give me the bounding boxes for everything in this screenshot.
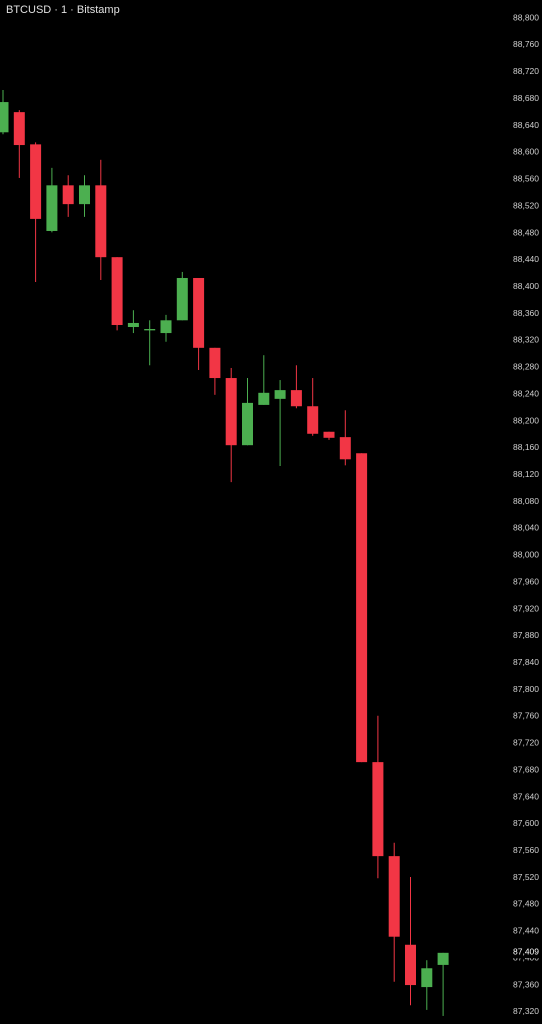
- y-tick-label: 88,120: [513, 469, 539, 479]
- candle-body: [144, 329, 156, 331]
- chart-title: BTCUSD · 1 · Bitstamp: [6, 4, 120, 16]
- candle-body: [258, 392, 270, 405]
- y-tick-label: 88,560: [513, 174, 539, 184]
- candle-body: [79, 185, 90, 205]
- y-tick-label: 88,800: [513, 12, 539, 22]
- y-tick-label: 87,520: [513, 872, 539, 882]
- candle-body: [225, 378, 237, 446]
- candle-body: [0, 102, 9, 133]
- y-tick-label: 88,080: [513, 496, 539, 506]
- y-tick-label: 88,160: [513, 442, 539, 452]
- y-tick-label: 88,280: [513, 362, 539, 372]
- y-tick-label: 87,800: [513, 684, 539, 694]
- candle-body: [356, 453, 368, 763]
- candle-body: [30, 144, 42, 219]
- y-tick-label: 87,720: [513, 738, 539, 748]
- candle-body: [307, 406, 319, 434]
- candle-body: [290, 390, 302, 407]
- y-tick-label: 88,400: [513, 281, 539, 291]
- candle-body: [388, 856, 400, 937]
- y-tick-label: 87,880: [513, 630, 539, 640]
- y-tick-label: 88,320: [513, 335, 539, 345]
- y-tick-label: 87,760: [513, 711, 539, 721]
- y-tick-label: 88,240: [513, 388, 539, 398]
- candle-body: [13, 112, 25, 146]
- candle-body: [437, 952, 449, 965]
- candle-body: [274, 390, 286, 399]
- candle-body: [95, 185, 107, 258]
- candle-body: [193, 277, 205, 348]
- candle-body: [62, 185, 74, 205]
- y-tick-label: 88,600: [513, 147, 539, 157]
- y-tick-label: 88,680: [513, 93, 539, 103]
- candle-body: [46, 185, 58, 231]
- candle-body: [323, 431, 335, 438]
- y-tick-label: 87,600: [513, 818, 539, 828]
- y-tick-label: 87,320: [513, 1006, 539, 1016]
- candle-body: [242, 402, 253, 446]
- y-tick-label: 88,040: [513, 523, 539, 533]
- y-tick-label: 88,760: [513, 39, 539, 49]
- candle-body: [421, 968, 433, 988]
- y-tick-label: 88,640: [513, 120, 539, 130]
- y-tick-label: 87,680: [513, 764, 539, 774]
- y-tick-label: 87,840: [513, 657, 539, 667]
- y-tick-label: 87,440: [513, 926, 539, 936]
- last-price-box: [508, 946, 542, 959]
- y-tick-label: 88,360: [513, 308, 539, 318]
- y-tick-label: 87,960: [513, 576, 539, 586]
- last-price-label: 87,409: [513, 946, 539, 956]
- candle-body: [111, 257, 123, 325]
- y-tick-label: 88,520: [513, 200, 539, 210]
- y-tick-label: 88,200: [513, 415, 539, 425]
- y-tick-label: 88,720: [513, 66, 539, 76]
- y-tick-label: 88,000: [513, 550, 539, 560]
- y-tick-label: 88,480: [513, 227, 539, 237]
- y-tick-label: 88,440: [513, 254, 539, 264]
- y-tick-label: 87,640: [513, 791, 539, 801]
- candle-body: [209, 347, 221, 379]
- y-tick-label: 87,560: [513, 845, 539, 855]
- candle-body: [339, 437, 351, 460]
- candle-body: [372, 762, 384, 857]
- y-tick-label: 87,920: [513, 603, 539, 613]
- candle-body: [405, 944, 416, 986]
- candle-body: [160, 320, 172, 334]
- y-tick-label: 87,480: [513, 899, 539, 909]
- y-tick-label: 87,360: [513, 979, 539, 989]
- candle-body: [176, 277, 188, 321]
- candle-body: [127, 322, 139, 328]
